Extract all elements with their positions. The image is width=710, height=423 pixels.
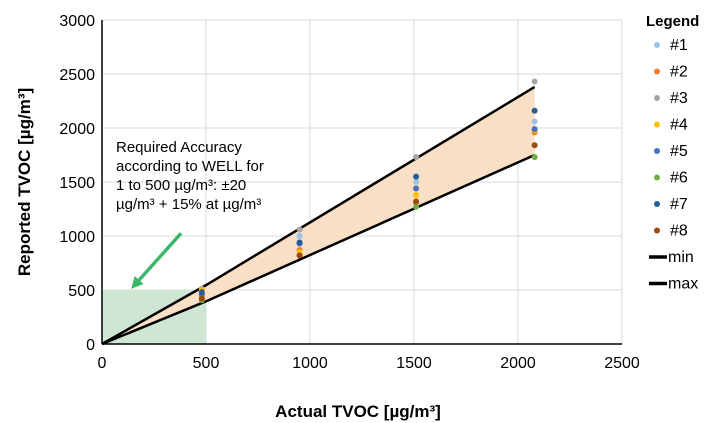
legend-marker-series-2 xyxy=(654,68,660,75)
data-point-series-3 xyxy=(413,154,420,161)
data-point-series-8 xyxy=(296,252,303,259)
legend-marker-series-3 xyxy=(654,95,660,101)
data-point-series-8 xyxy=(413,198,420,205)
data-point-series-5 xyxy=(413,185,420,192)
legend-label: #2 xyxy=(670,64,688,81)
legend-label: #7 xyxy=(670,196,688,213)
data-point-series-3 xyxy=(296,226,303,233)
x-axis-title: Actual TVOC [µg/m³] xyxy=(275,402,441,421)
legend-label: #6 xyxy=(670,170,688,187)
legend-label: min xyxy=(668,249,694,266)
data-point-series-8 xyxy=(531,142,538,149)
y-tick-label: 500 xyxy=(68,283,95,300)
annotation-line: Required Accuracy xyxy=(116,139,242,156)
y-axis-title: Reported TVOC [µg/m³] xyxy=(15,88,34,276)
data-point-series-7 xyxy=(531,107,538,114)
accuracy-annotation: Required Accuracy according to WELL for 1 … xyxy=(116,139,264,289)
annotation-line: according to WELL for xyxy=(116,158,264,175)
legend-title: Legend xyxy=(646,13,699,30)
data-point-series-7 xyxy=(413,173,420,180)
data-point-series-3 xyxy=(531,78,538,85)
min-max-lines xyxy=(101,85,536,346)
data-point-series-5 xyxy=(531,126,538,133)
data-point-series-7 xyxy=(296,239,303,246)
legend-marker-series-7 xyxy=(654,201,660,207)
y-tick-label: 1000 xyxy=(59,229,95,246)
y-tick-label: 1500 xyxy=(59,175,95,192)
legend-label: #8 xyxy=(670,223,688,240)
legend-marker-series-6 xyxy=(654,174,660,181)
max-line xyxy=(101,85,536,346)
annotation-arrow-shaft xyxy=(137,232,183,282)
x-tick-label: 1000 xyxy=(292,355,328,372)
y-tick-label: 2000 xyxy=(59,121,95,138)
legend-marker-series-8 xyxy=(654,227,660,234)
x-tick-label: 2500 xyxy=(604,355,640,372)
data-point-series-1 xyxy=(413,179,420,185)
data-point-series-1 xyxy=(296,233,303,239)
legend-marker-series-4 xyxy=(654,121,660,128)
data-point-series-1 xyxy=(531,118,538,125)
y-tick-label: 0 xyxy=(86,337,95,354)
legend-label: #5 xyxy=(670,143,688,160)
x-tick-label: 1500 xyxy=(396,355,432,372)
legend-label: #3 xyxy=(670,90,688,107)
y-tick-label: 2500 xyxy=(59,67,95,84)
legend: Legend #1 #2 #3 #4 #5 #6 #7 #8 min max xyxy=(646,13,699,293)
x-tick-label: 0 xyxy=(98,355,107,372)
legend-marker-series-1 xyxy=(654,42,660,48)
y-tick-label: 3000 xyxy=(59,13,95,30)
data-point-series-6 xyxy=(413,203,420,210)
data-points xyxy=(198,78,538,304)
min-line xyxy=(101,153,536,346)
x-tick-label: 2000 xyxy=(500,355,536,372)
annotation-arrow-head xyxy=(131,275,144,289)
legend-label: #1 xyxy=(670,37,688,54)
legend-marker-series-5 xyxy=(654,148,660,154)
data-point-series-7 xyxy=(198,289,205,296)
data-point-series-8 xyxy=(198,295,205,302)
legend-label: #4 xyxy=(670,117,688,134)
axes: 0 500 1000 1500 2000 2500 0 500 1000 1500 2000 2500… xyxy=(59,13,639,372)
annotation-line: 1 to 500 µg/m³: ±20 xyxy=(116,177,246,194)
x-tick-label: 500 xyxy=(193,355,220,372)
data-point-series-4 xyxy=(413,191,420,198)
legend-label: max xyxy=(668,276,698,293)
annotation-line: µg/m³ + 15% at µg/m³ xyxy=(116,196,261,213)
data-point-series-6 xyxy=(531,154,538,161)
